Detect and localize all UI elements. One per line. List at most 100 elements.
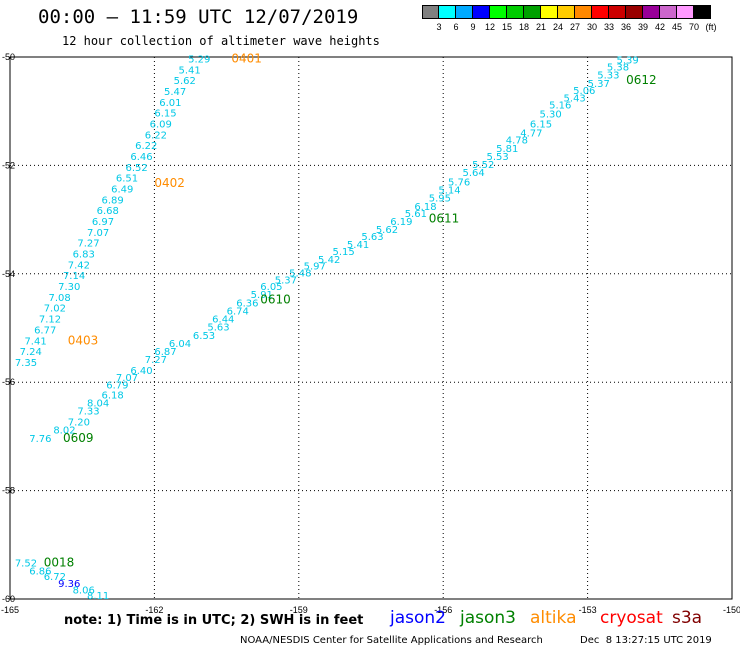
lat-tick-label: -60 [2, 594, 15, 604]
legend-label: 24 [552, 22, 564, 32]
footer-credit: NOAA/NESDIS Center for Satellite Applica… [240, 635, 543, 646]
swh-value-jason3-b: 6.77 [34, 325, 56, 336]
page-title: 00:00 — 11:59 UTC 12/07/2019 [38, 6, 359, 28]
swh-value-jason3-a: 6.44 [212, 315, 234, 326]
swh-value-jason3-a: 6.74 [227, 306, 249, 317]
lon-tick-label: -159 [290, 605, 308, 615]
swh-value-jason3-b: 7.02 [44, 304, 66, 315]
swh-value-jason3-a: 5.38 [607, 63, 629, 74]
swh-value-jason3-a: 5.53 [487, 152, 509, 163]
legend-swatch [541, 5, 558, 19]
lat-tick-label: -52 [2, 160, 15, 170]
legend-label: 15 [501, 22, 513, 32]
pass-time-label: 0611 [429, 211, 460, 225]
swh-value-jason3-c: 8.06 [73, 586, 95, 597]
swh-value-jason3-a: 6.18 [414, 202, 436, 213]
swh-value-jason3-b: 6.51 [116, 174, 138, 185]
swh-value-jason3-b: 6.22 [135, 141, 157, 152]
legend-label: 45 [671, 22, 683, 32]
color-scale-legend [422, 5, 711, 19]
pass-time-label: 0612 [626, 73, 657, 87]
footer-note: note: 1) Time is in UTC; 2) SWH is in fe… [64, 613, 364, 628]
legend-label: 9 [470, 22, 476, 32]
legend-swatch [609, 5, 626, 19]
swh-value-jason3-a: 5.41 [347, 240, 369, 251]
legend-swatch [626, 5, 643, 19]
swh-value-jason3-b: 6.22 [145, 130, 167, 141]
swh-value-jason3-a: 5.63 [207, 323, 229, 334]
pass-time-label: 0610 [260, 293, 291, 307]
swh-value-jason3-a: 5.62 [376, 225, 398, 236]
swh-value-jason3-a: 6.79 [106, 381, 128, 392]
lat-tick-label: -56 [2, 377, 15, 387]
swh-value-jason3-a: 8.02 [53, 426, 75, 437]
swh-value-jason3-b: 7.30 [58, 282, 80, 293]
swh-value-jason3-b: 5.29 [188, 54, 210, 65]
pass-time-label: 0018 [44, 555, 75, 569]
swh-value-jason3-a: 6.04 [169, 339, 191, 350]
swh-value-jason3-a: 5.39 [616, 56, 638, 67]
swh-value-jason3-a: 5.06 [573, 86, 595, 97]
satellite-label-cryosat: cryosat [600, 608, 663, 628]
swh-value-jason3-a: 5.33 [597, 71, 619, 82]
legend-label: 36 [620, 22, 632, 32]
swh-value-jason3-c: 8.11 [87, 591, 109, 602]
swh-value-jason3-a: 5.37 [588, 79, 610, 90]
legend-swatch [592, 5, 609, 19]
swh-value-jason3-a: 7.27 [145, 355, 167, 366]
color-scale-labels: 3 6 9 12 15 18 21 24 27 30 33 36 39 42 45 70 (ft) [422, 22, 740, 36]
swh-value-jason3-c: 9.36 [58, 579, 80, 590]
swh-value-jason3-a: 5.48 [289, 269, 311, 280]
satellite-label-jason3: jason3 [460, 608, 516, 628]
swh-value-jason3-b: 6.15 [154, 109, 176, 120]
swh-value-jason3-a: 7.20 [68, 418, 90, 429]
swh-value-jason3-b: 6.49 [111, 185, 133, 196]
lon-tick-label: -162 [145, 605, 163, 615]
legend-label: 12 [484, 22, 496, 32]
legend-label: 70 [688, 22, 700, 32]
swh-value-jason3-b: 7.12 [39, 315, 61, 326]
swh-value-jason3-a: 5.15 [332, 247, 354, 258]
swh-value-jason3-a: 5.42 [318, 255, 340, 266]
legend-label: 30 [586, 22, 598, 32]
swh-value-jason3-a: 5.64 [462, 168, 484, 179]
legend-swatch [524, 5, 541, 19]
swh-value-jason3-a: 6.40 [130, 366, 152, 377]
swh-value-jason3-a: 6.19 [390, 217, 412, 228]
swh-value-jason3-b: 7.27 [77, 239, 99, 250]
legend-swatch [575, 5, 592, 19]
swh-value-jason3-b: 6.97 [92, 217, 114, 228]
lon-tick-label: -165 [1, 605, 19, 615]
map-frame [9, 56, 733, 600]
swh-value-jason3-b: 6.46 [130, 152, 152, 163]
legend-label: 33 [603, 22, 615, 32]
swh-value-jason3-b: 7.14 [63, 271, 85, 282]
legend-label: (ft) [705, 22, 717, 32]
swh-value-jason3-c: 6.72 [44, 572, 66, 583]
pass-time-label: 0609 [63, 431, 94, 445]
legend-swatch [507, 5, 524, 19]
legend-swatch [660, 5, 677, 19]
footer-timestamp: Dec 8 13:27:15 UTC 2019 [580, 635, 712, 646]
swh-value-jason3-b: 5.62 [174, 76, 196, 87]
pass-time-label: 0403 [68, 333, 99, 347]
swh-value-jason3-a: 7.33 [77, 407, 99, 418]
swh-value-jason3-c: 7.52 [15, 558, 37, 569]
lat-tick-label: -50 [2, 52, 15, 62]
swh-value-jason3-b: 6.89 [101, 195, 123, 206]
legend-label: 3 [436, 22, 442, 32]
legend-swatch [677, 5, 694, 19]
legend-swatch [456, 5, 473, 19]
swh-value-jason3-a: 6.87 [154, 347, 176, 358]
swh-value-jason3-b: 7.41 [24, 336, 46, 347]
swh-value-jason3-b: 6.52 [126, 163, 148, 174]
page-subtitle: 12 hour collection of altimeter wave hei… [62, 34, 380, 48]
swh-value-jason3-a: 5.52 [472, 160, 494, 171]
swh-value-jason3-a: 4.77 [520, 129, 542, 140]
legend-swatch [422, 5, 439, 19]
legend-label: 21 [535, 22, 547, 32]
swh-value-jason3-a: 5.91 [251, 290, 273, 301]
satellite-label-s3a: s3a [672, 608, 703, 628]
lon-tick-label: -153 [579, 605, 597, 615]
